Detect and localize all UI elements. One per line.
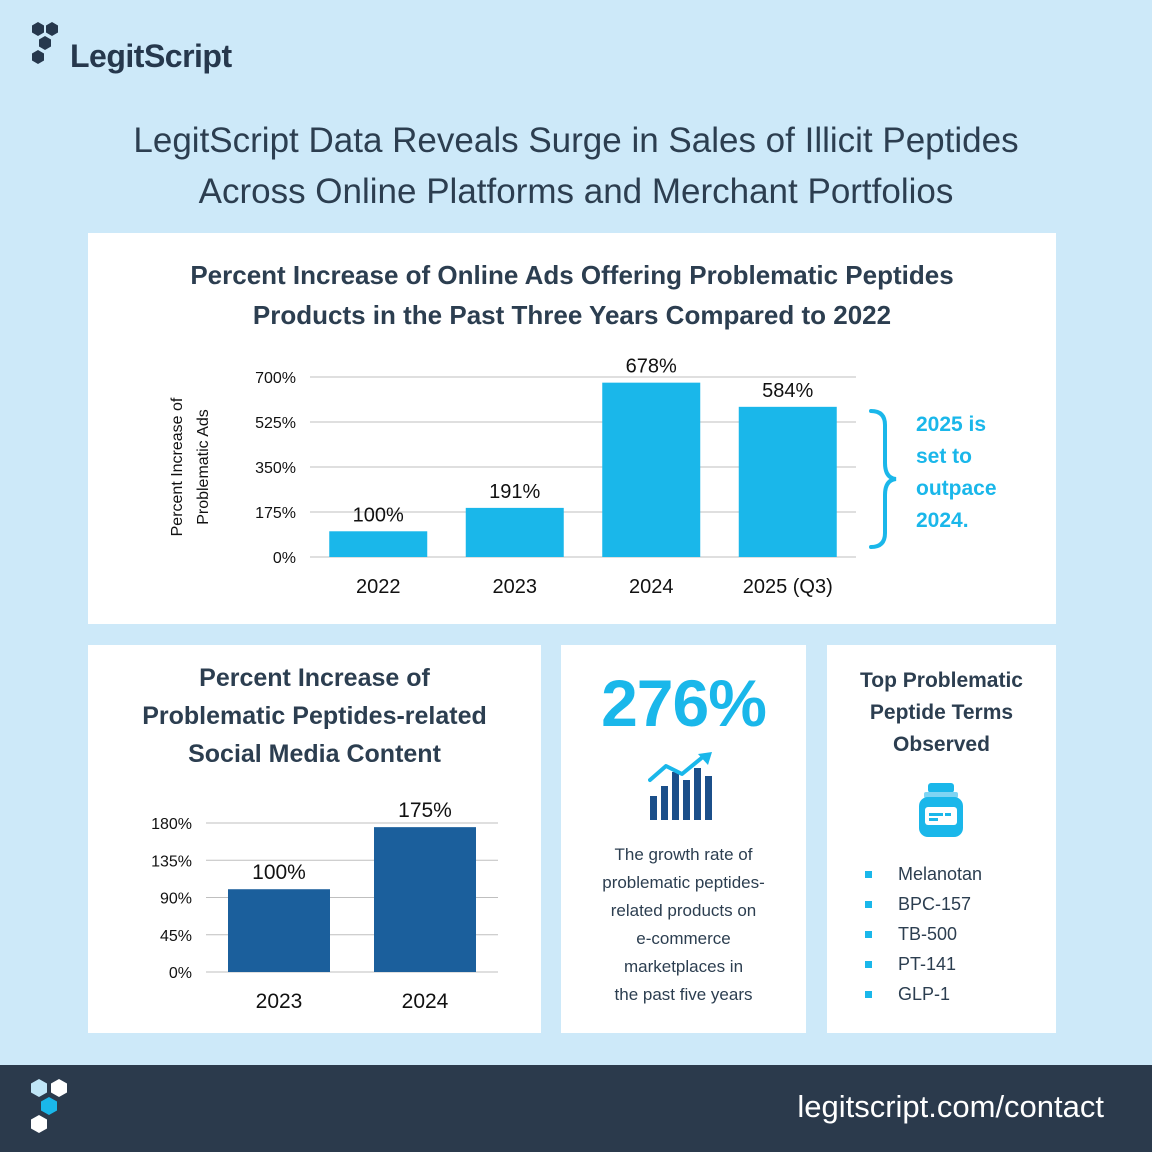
brace-icon: [869, 409, 897, 549]
online-ads-bar-chart: 0% 175% 350% 525% 700% 100% 2022 191% 2023 678% 20…: [169, 356, 897, 598]
data-label: 100%: [252, 861, 306, 884]
terms-list: Melanotan BPC-157 TB-500 PT-141 GLP-1: [865, 859, 982, 1009]
x-tick-label: 2024: [402, 990, 449, 1013]
list-item: PT-141: [865, 949, 982, 979]
top-terms-title-line: Peptide Terms: [869, 701, 1014, 724]
data-label: 678%: [626, 356, 677, 378]
medicine-vial-icon: [919, 783, 963, 837]
x-tick-label: 2025 (Q3): [743, 576, 833, 598]
growth-stat-desc-line: marketplaces in: [623, 957, 744, 976]
online-ads-chart-title-line-1: Percent Increase of Online Ads Offering …: [190, 260, 954, 290]
y-tick-label: 0%: [273, 550, 296, 567]
y-tick-label: 175%: [255, 505, 296, 522]
term-label: PT-141: [898, 954, 957, 974]
social-media-card: Percent Increase of Problematic Peptides…: [88, 645, 541, 1033]
growth-stat-value: 276%: [601, 666, 767, 740]
y-tick-label: 45%: [160, 928, 192, 945]
growth-stat-desc-line: problematic peptides-: [602, 873, 765, 892]
growth-stat-description: The growth rate of problematic peptides-…: [571, 841, 796, 1009]
bullet-icon: [865, 870, 872, 878]
y-tick-label: 0%: [169, 965, 192, 982]
annotation-line-3: outpace: [916, 477, 997, 500]
list-item: BPC-157: [865, 889, 982, 919]
data-label: 175%: [398, 799, 452, 822]
hexagon-logo-icon: [31, 1079, 67, 1133]
growth-stat-desc-line: the past five years: [614, 985, 753, 1004]
online-ads-chart-title: Percent Increase of Online Ads Offering …: [88, 255, 1056, 335]
chart-annotation: 2025 is set to outpace 2024.: [916, 409, 1026, 537]
top-terms-title-line: Top Problematic: [860, 669, 1023, 692]
social-media-bar-chart: 0% 45% 90% 135% 180% 100% 2023 175% 2024: [151, 799, 498, 1013]
top-terms-title: Top Problematic Peptide Terms Observed: [827, 665, 1056, 761]
growth-stat-desc-line: e-commerce: [636, 929, 731, 948]
bar: [602, 382, 701, 557]
hexagon-logo-icon: [32, 22, 58, 64]
list-item: Melanotan: [865, 859, 982, 889]
y-tick-label: 700%: [255, 370, 296, 387]
social-media-chart-title-line-3: Social Media Content: [188, 740, 441, 768]
x-tick-label: 2023: [256, 990, 303, 1013]
online-ads-card: Percent Increase of Online Ads Offering …: [88, 233, 1056, 624]
social-media-chart-title-line-2: Problematic Peptides-related: [142, 702, 487, 730]
growth-stat-desc-line: related products on: [610, 901, 757, 920]
term-label: TB-500: [898, 924, 958, 944]
bar: [374, 827, 476, 972]
growth-stat-desc-line: The growth rate of: [614, 845, 753, 864]
y-tick-label: 135%: [151, 853, 192, 870]
contact-link[interactable]: legitscript.com/contact: [797, 1089, 1104, 1124]
y-tick-label: 90%: [160, 891, 192, 908]
bullet-icon: [865, 930, 872, 938]
page-title: LegitScript Data Reveals Surge in Sales …: [0, 115, 1152, 217]
data-label: 191%: [489, 481, 540, 503]
social-media-chart-title: Percent Increase of Problematic Peptides…: [88, 659, 541, 773]
bar: [465, 507, 564, 557]
term-label: GLP-1: [898, 984, 951, 1004]
y-tick-label: 180%: [151, 816, 192, 833]
term-label: Melanotan: [898, 864, 983, 884]
data-label: 100%: [353, 504, 404, 526]
x-tick-label: 2023: [493, 576, 538, 598]
annotation-line-4: 2024.: [916, 509, 969, 532]
y-tick-label: 525%: [255, 415, 296, 432]
growth-stat-card: 276% The growth rate of problematic pept…: [561, 645, 806, 1033]
bar-chart-growth-icon: [648, 752, 712, 820]
y-axis-label: Percent Increase of: [169, 397, 186, 536]
x-tick-label: 2024: [629, 576, 674, 598]
social-media-chart-title-line-1: Percent Increase of: [199, 664, 430, 692]
list-item: GLP-1: [865, 979, 982, 1009]
x-tick-label: 2022: [356, 576, 401, 598]
annotation-line-2: set to: [916, 445, 973, 468]
top-terms-title-line: Observed: [893, 733, 990, 756]
y-tick-label: 350%: [255, 460, 296, 477]
page-title-line-2: Across Online Platforms and Merchant Por…: [198, 172, 954, 211]
page-title-line-1: LegitScript Data Reveals Surge in Sales …: [133, 121, 1019, 160]
brand-logo: LegitScript: [30, 20, 232, 76]
brand-name: LegitScript: [70, 37, 232, 74]
bullet-icon: [865, 900, 872, 908]
y-axis-label: Problematic Ads: [195, 409, 212, 525]
bar: [228, 889, 330, 972]
online-ads-chart-title-line-2: Products in the Past Three Years Compare…: [252, 300, 892, 330]
footer: legitscript.com/contact: [0, 1065, 1152, 1152]
data-label: 584%: [762, 380, 813, 402]
annotation-line-1: 2025 is: [916, 413, 987, 436]
bullet-icon: [865, 990, 872, 998]
bullet-icon: [865, 960, 872, 968]
bar: [329, 531, 428, 557]
bar: [738, 406, 837, 557]
list-item: TB-500: [865, 919, 982, 949]
term-label: BPC-157: [898, 894, 972, 914]
top-terms-card: Top Problematic Peptide Terms Observed M…: [827, 645, 1056, 1033]
